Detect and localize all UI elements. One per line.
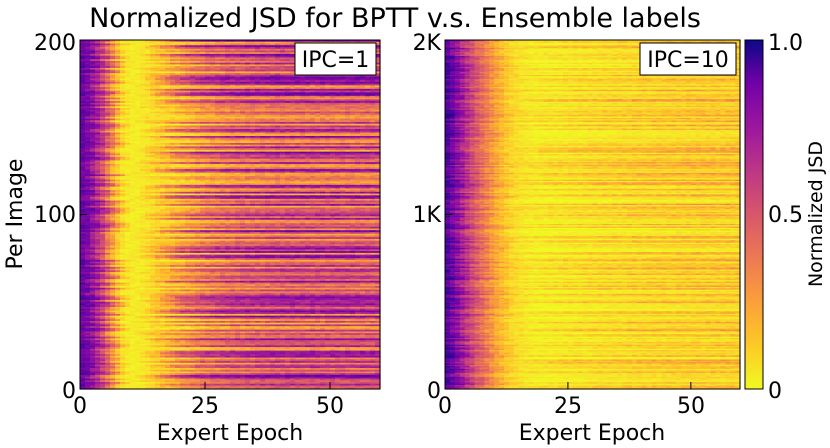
panel-ipc1: IPC=1 0 100 200 0 25 50 Expert Epoch Per… bbox=[3, 31, 381, 446]
heatmap-ipc1 bbox=[80, 40, 381, 390]
chart-title: Normalized JSD for BPTT v.s. Ensemble la… bbox=[89, 3, 701, 34]
